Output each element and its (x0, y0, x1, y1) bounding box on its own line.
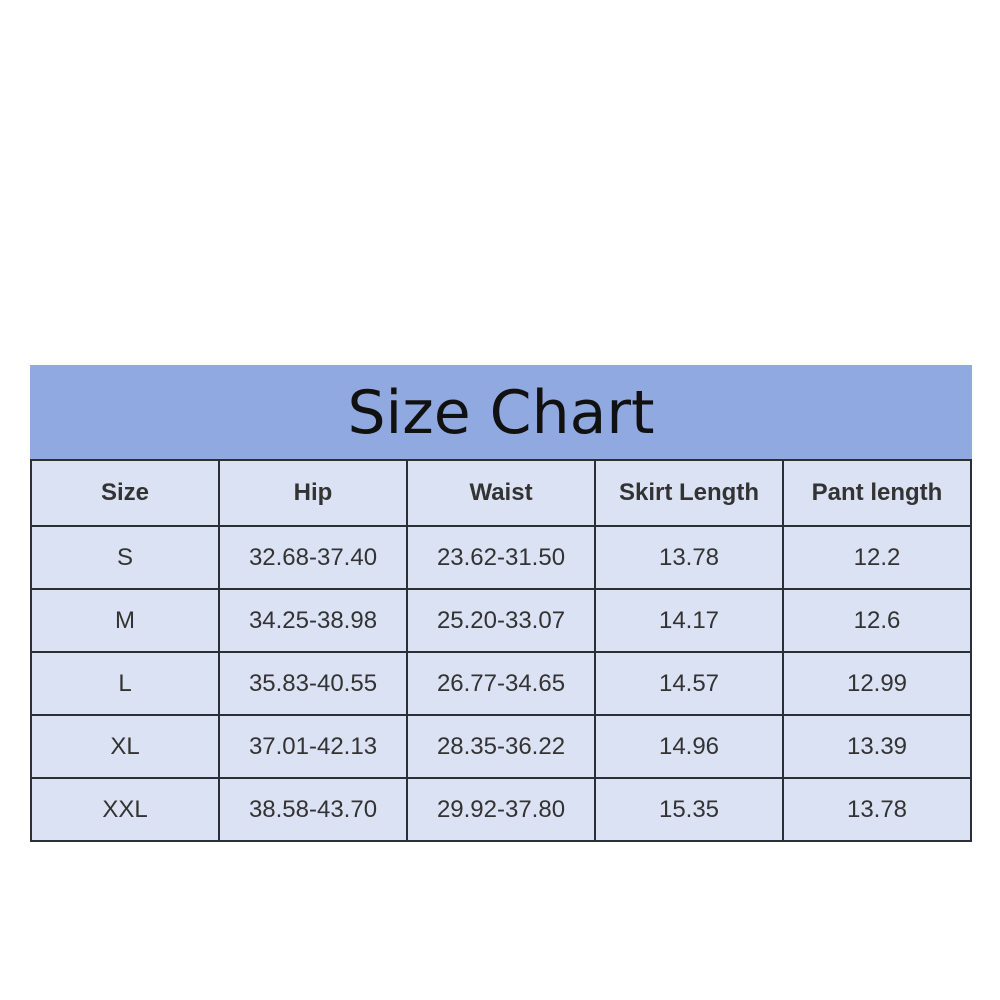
cell-hip: 37.01-42.13 (218, 714, 408, 779)
cell-pant-length: 12.6 (782, 588, 972, 653)
cell-skirt-length: 14.17 (594, 588, 784, 653)
cell-size: L (30, 651, 220, 716)
column-header-hip: Hip (218, 459, 408, 527)
column-header-size: Size (30, 459, 220, 527)
chart-title: Size Chart (347, 378, 655, 448)
column-header-waist: Waist (406, 459, 596, 527)
table-row: XL 37.01-42.13 28.35-36.22 14.96 13.39 (30, 714, 972, 779)
column-header-pant-length: Pant length (782, 459, 972, 527)
cell-waist: 26.77-34.65 (406, 651, 596, 716)
cell-size: XXL (30, 777, 220, 842)
table-row: M 34.25-38.98 25.20-33.07 14.17 12.6 (30, 588, 972, 653)
cell-size: M (30, 588, 220, 653)
cell-size: XL (30, 714, 220, 779)
column-header-skirt-length: Skirt Length (594, 459, 784, 527)
cell-hip: 34.25-38.98 (218, 588, 408, 653)
cell-size: S (30, 525, 220, 590)
table-row: S 32.68-37.40 23.62-31.50 13.78 12.2 (30, 525, 972, 590)
cell-waist: 25.20-33.07 (406, 588, 596, 653)
cell-waist: 29.92-37.80 (406, 777, 596, 842)
size-table: Size Hip Waist Skirt Length Pant length … (30, 459, 972, 842)
cell-hip: 32.68-37.40 (218, 525, 408, 590)
cell-skirt-length: 15.35 (594, 777, 784, 842)
cell-waist: 28.35-36.22 (406, 714, 596, 779)
table-row: XXL 38.58-43.70 29.92-37.80 15.35 13.78 (30, 777, 972, 842)
cell-skirt-length: 14.57 (594, 651, 784, 716)
table-row: L 35.83-40.55 26.77-34.65 14.57 12.99 (30, 651, 972, 716)
header-row: Size Hip Waist Skirt Length Pant length (30, 459, 972, 527)
cell-pant-length: 12.99 (782, 651, 972, 716)
cell-pant-length: 12.2 (782, 525, 972, 590)
cell-hip: 38.58-43.70 (218, 777, 408, 842)
cell-skirt-length: 13.78 (594, 525, 784, 590)
cell-skirt-length: 14.96 (594, 714, 784, 779)
cell-pant-length: 13.39 (782, 714, 972, 779)
cell-hip: 35.83-40.55 (218, 651, 408, 716)
cell-waist: 23.62-31.50 (406, 525, 596, 590)
cell-pant-length: 13.78 (782, 777, 972, 842)
title-banner: Size Chart (30, 365, 972, 459)
